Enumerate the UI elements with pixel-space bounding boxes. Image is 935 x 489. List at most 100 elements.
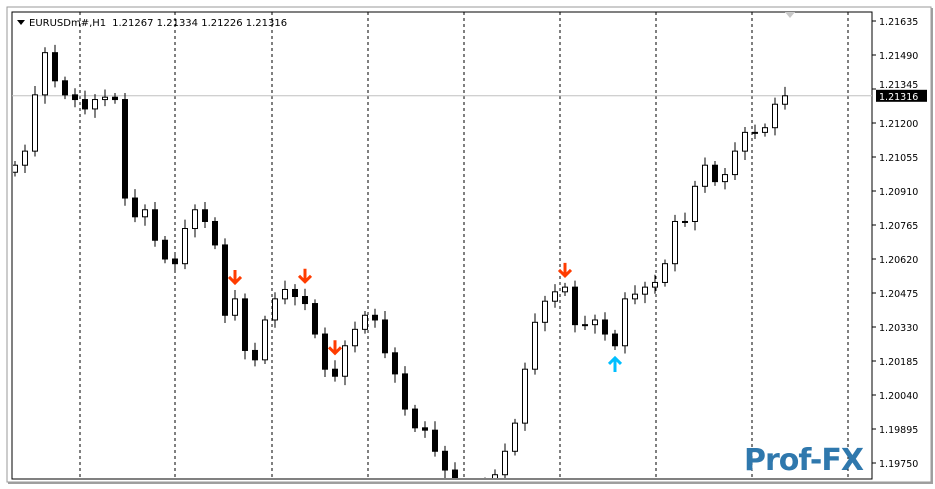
candle-bear xyxy=(422,427,428,431)
candle-bull xyxy=(142,209,148,218)
candle-bear xyxy=(162,239,168,260)
candle-bull xyxy=(652,281,658,288)
candle-bull xyxy=(682,220,688,223)
candle-bull xyxy=(32,94,38,152)
candle-bear xyxy=(612,333,618,347)
dropdown-triangle-icon[interactable] xyxy=(17,20,25,25)
candle-bull xyxy=(262,319,268,361)
candle-bull xyxy=(192,209,198,230)
price-axis: 1.21635 1.21490 1.21345 1.21200 1.21055 1.209… xyxy=(872,17,927,470)
candle-bull xyxy=(272,298,278,321)
candle-bull xyxy=(632,293,638,300)
candle-bull xyxy=(542,300,548,323)
candle-bear xyxy=(62,80,68,96)
y-tick-label: 1.19750 xyxy=(879,459,918,470)
candle-bull xyxy=(352,328,358,347)
y-tick-label: 1.21490 xyxy=(879,51,918,62)
candle-bull xyxy=(722,174,728,183)
candle-bear xyxy=(212,220,218,246)
candle-bear xyxy=(122,99,128,199)
candle-bull xyxy=(772,103,778,129)
candle-bull xyxy=(362,314,368,330)
candle-bull xyxy=(502,450,508,476)
candle-bull xyxy=(182,228,188,265)
candle-bull xyxy=(552,291,558,302)
candle-bull xyxy=(22,150,28,166)
current-price-badge xyxy=(876,89,927,102)
candle-bear xyxy=(382,319,388,354)
candle-bear xyxy=(52,52,58,82)
candle-bear xyxy=(152,209,158,241)
candle-bull xyxy=(342,345,348,377)
candle-bear xyxy=(302,296,308,305)
candle-bull xyxy=(692,185,698,222)
candle-bear xyxy=(602,319,608,335)
candle-bull xyxy=(642,286,648,295)
sell-arrow-down-icon xyxy=(297,268,313,284)
candle-bull xyxy=(562,286,568,293)
sell-arrow-down-icon xyxy=(327,340,343,356)
candle-bull xyxy=(742,131,748,152)
candle-bear xyxy=(312,303,318,335)
y-tick-label: 1.21345 xyxy=(879,80,918,91)
candle-bull xyxy=(232,298,238,316)
candle-bear xyxy=(442,450,448,471)
candles xyxy=(13,44,788,478)
y-tick-label: 1.21200 xyxy=(879,119,918,130)
candle-bear xyxy=(252,349,258,361)
sell-arrow-down-icon xyxy=(557,262,573,279)
prof-fx-logo: Prof-FX xyxy=(744,443,864,478)
candle-bear xyxy=(172,258,178,265)
signal-arrows xyxy=(227,262,623,372)
candle-bear xyxy=(412,408,418,429)
candle-bull xyxy=(532,321,538,370)
candle-bull xyxy=(42,52,48,96)
candle-bear xyxy=(432,429,438,452)
candle-bull xyxy=(592,319,598,326)
candle-bear xyxy=(712,164,718,183)
candle-bull xyxy=(512,422,518,452)
candle-bull xyxy=(782,95,788,105)
candle-bear xyxy=(132,197,138,218)
candle-bear xyxy=(82,99,88,110)
candle-bull xyxy=(662,263,668,283)
buy-arrow-up-icon xyxy=(607,355,623,372)
candle-bear xyxy=(242,298,248,351)
candle-bear xyxy=(402,373,408,410)
candle-bear xyxy=(112,96,118,101)
candle-bull xyxy=(282,288,288,300)
candle-bear xyxy=(222,244,228,316)
candle-bull xyxy=(762,127,768,133)
current-price-label: 1.21316 xyxy=(879,92,918,103)
grid-lines xyxy=(12,12,872,479)
y-tick-label: 1.20620 xyxy=(879,255,918,266)
candle-bear xyxy=(332,368,338,377)
candle-bull xyxy=(702,164,708,187)
candle-bear xyxy=(392,352,398,375)
y-tick-label: 1.19895 xyxy=(879,425,918,436)
candle-bull xyxy=(732,150,738,176)
candle-bear xyxy=(292,288,298,298)
y-tick-label: 1.20765 xyxy=(879,221,918,232)
candle-bear xyxy=(452,469,458,478)
candle-bull xyxy=(102,96,108,101)
ohlc-values: 1.21267 1.21334 1.21226 1.21316 xyxy=(112,18,287,29)
y-tick-label: 1.20910 xyxy=(879,187,918,198)
candle-bear xyxy=(72,94,78,101)
candle-bear xyxy=(322,333,328,370)
y-tick-label: 1.20475 xyxy=(879,289,918,300)
candle-bull xyxy=(522,368,528,424)
sell-arrow-down-icon xyxy=(227,269,243,286)
candle-bull xyxy=(582,324,588,327)
candle-bull xyxy=(672,220,678,265)
svg-text:EURUSDm#,H11.21267 1.21334 1.2: EURUSDm#,H1 1.21267 1.21334 1.21226 1.213… xyxy=(29,18,287,29)
candle-bull xyxy=(92,99,98,110)
candle-bear xyxy=(572,286,578,326)
candle-bull xyxy=(13,164,18,173)
chart-shift-marker-icon[interactable] xyxy=(785,12,795,18)
y-tick-label: 1.21635 xyxy=(879,17,918,28)
y-tick-label: 1.20185 xyxy=(879,357,918,368)
candle-bear xyxy=(372,314,378,321)
candle-bear xyxy=(202,209,208,222)
